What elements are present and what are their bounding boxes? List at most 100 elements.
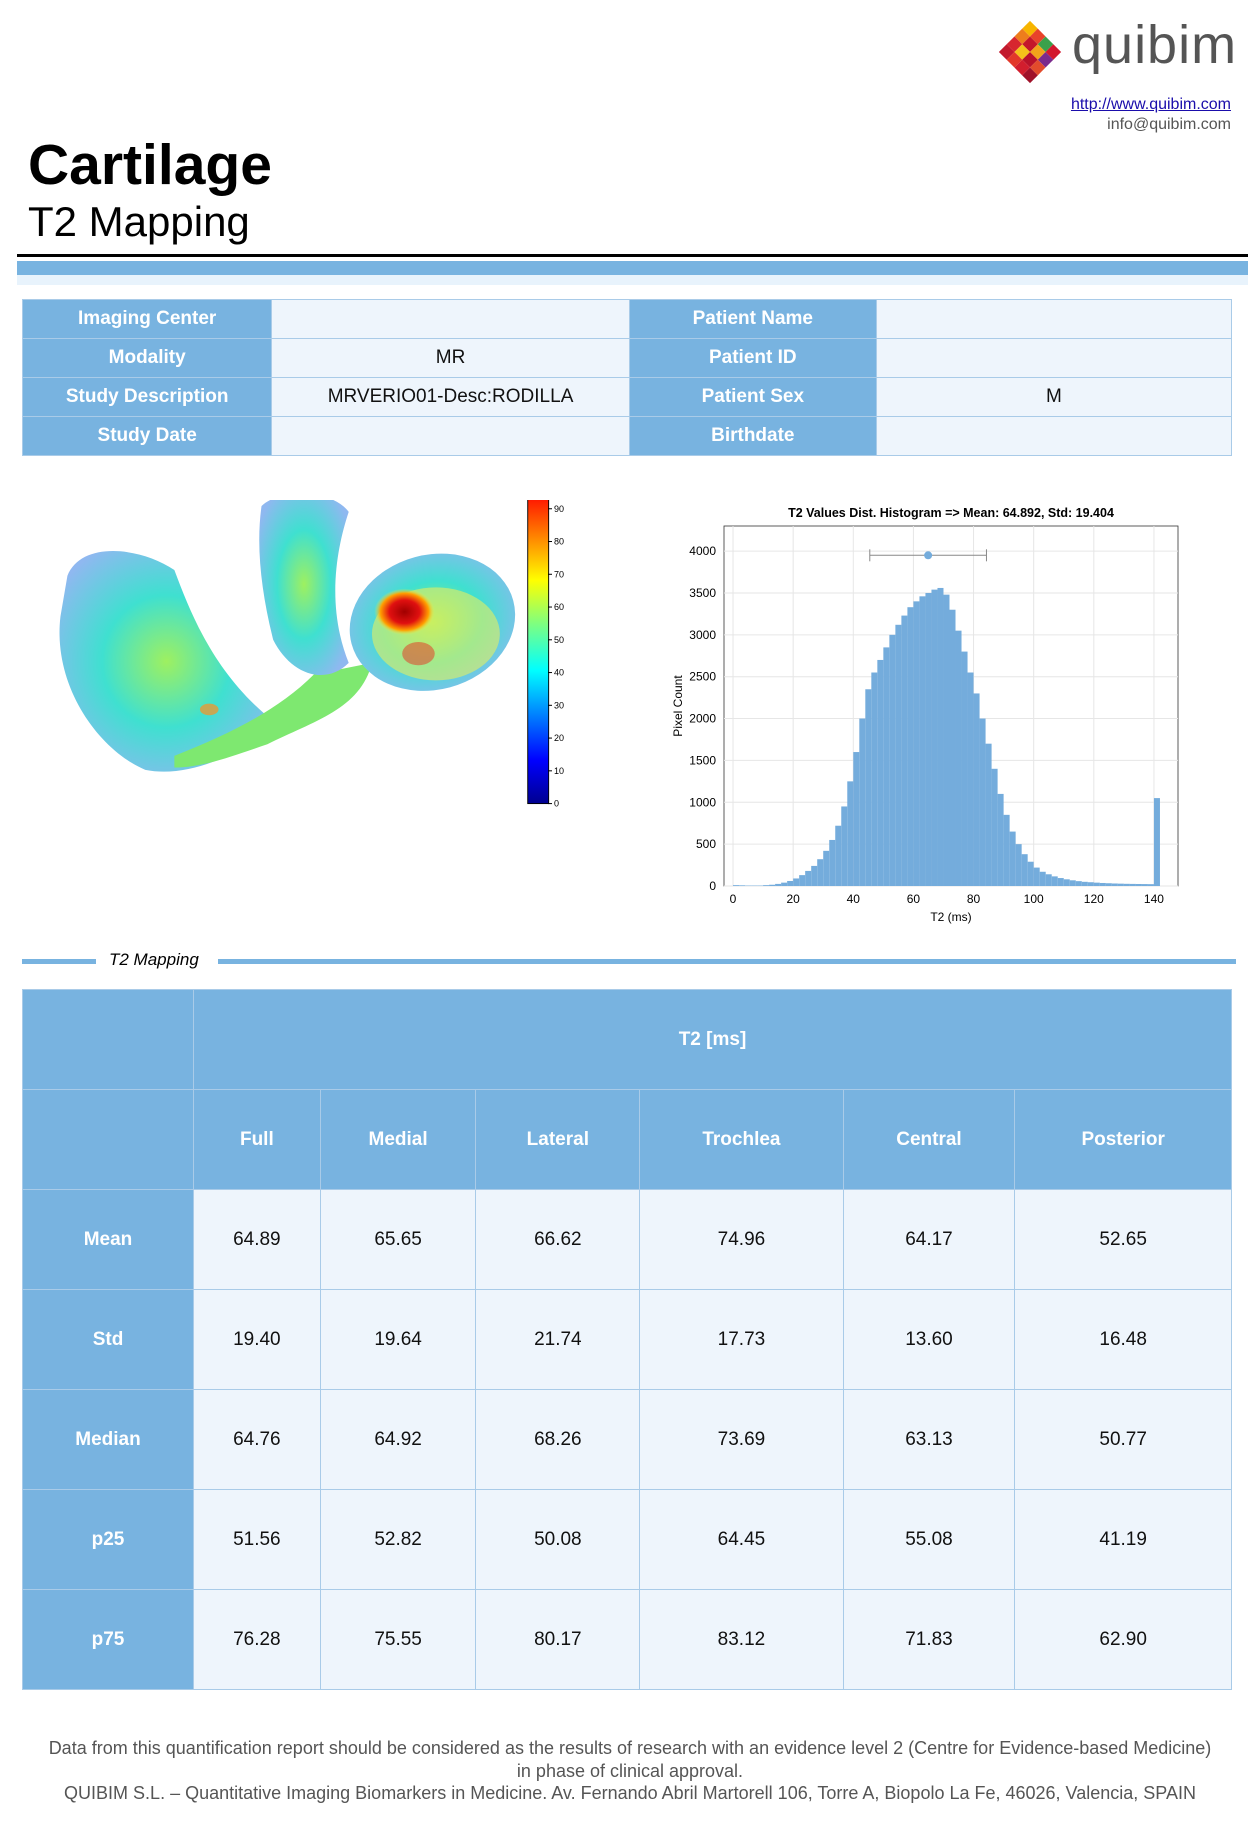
- bar: [781, 882, 788, 886]
- value-cell: 71.83: [842, 1589, 1016, 1690]
- label-cell: Modality: [21, 338, 273, 378]
- y-tick-label: 1500: [689, 753, 716, 767]
- value-cell: 19.40: [193, 1289, 321, 1390]
- x-tick-label: 0: [730, 892, 737, 906]
- info-table: Imaging Center Patient Name Modality MR Pati…: [21, 299, 1233, 456]
- bar: [883, 647, 890, 886]
- bar: [895, 624, 902, 886]
- corner-cell: [22, 1089, 194, 1190]
- subtitle: T2 Mapping: [28, 198, 250, 245]
- value-cell: M: [875, 377, 1233, 417]
- value-cell: 64.89: [193, 1189, 321, 1290]
- bar: [835, 825, 842, 886]
- label-cell: Study Description: [21, 377, 273, 417]
- bar: [1069, 880, 1076, 886]
- value-cell: 55.08: [842, 1489, 1016, 1590]
- y-tick-label: 4000: [689, 544, 716, 558]
- bar: [811, 865, 818, 886]
- bar: [931, 589, 938, 886]
- section-title: T2 Mapping: [109, 950, 199, 969]
- bar: [739, 885, 746, 886]
- bar: [1045, 874, 1052, 886]
- y-tick-label: 3000: [689, 628, 716, 642]
- row: Modality MR Patient ID: [21, 338, 1233, 378]
- label-cell: Patient Sex: [628, 377, 877, 417]
- row-header: Std: [22, 1289, 194, 1390]
- bar: [1051, 876, 1058, 886]
- bar: [1009, 831, 1016, 886]
- y-tick-label: 3500: [689, 586, 716, 600]
- x-tick-label: 100: [1024, 892, 1044, 906]
- company-info: QUIBIM S.L. – Quantitative Imaging Bioma…: [64, 1783, 1196, 1803]
- logo-text: quibim: [1072, 15, 1238, 75]
- logo-icon: [998, 20, 1062, 84]
- row: T2 [ms]: [22, 989, 1232, 1090]
- value-cell: 52.82: [319, 1489, 477, 1590]
- value-cell: 52.65: [1014, 1189, 1232, 1290]
- value-cell: 21.74: [475, 1289, 641, 1390]
- bar: [1105, 883, 1112, 886]
- row: Imaging Center Patient Name: [21, 299, 1233, 339]
- bar: [1027, 861, 1034, 886]
- bar: [853, 752, 860, 886]
- bar: [805, 870, 812, 886]
- group-header: T2 [ms]: [193, 989, 1232, 1090]
- corner-cell: [22, 989, 194, 1090]
- value-cell: [271, 416, 630, 456]
- bar: [1135, 883, 1142, 886]
- bar: [943, 594, 950, 886]
- value-cell: 19.64: [319, 1289, 477, 1390]
- x-tick-label: 140: [1144, 892, 1164, 906]
- value-cell: 17.73: [639, 1289, 844, 1390]
- bar: [1033, 867, 1040, 886]
- row: Std 19.40 19.64 21.74 17.73 13.60 16.48: [22, 1289, 1232, 1390]
- value-cell: 75.55: [319, 1589, 477, 1690]
- row: p75 76.28 75.55 80.17 83.12 71.83 62.90: [22, 1589, 1232, 1690]
- disclaimer: Data from this quantification report sho…: [48, 1738, 1212, 1781]
- value-cell: [875, 299, 1233, 339]
- value-cell: 83.12: [639, 1589, 844, 1690]
- bar: [889, 634, 896, 886]
- colorbar-tick-label: 0: [554, 799, 559, 809]
- bar: [979, 718, 986, 886]
- label-cell: Patient Name: [628, 299, 877, 339]
- bar: [829, 839, 836, 886]
- value-cell: [271, 299, 630, 339]
- bar: [841, 806, 848, 886]
- x-tick-label: 40: [847, 892, 861, 906]
- x-tick-label: 80: [967, 892, 981, 906]
- colorbar-tick-label: 20: [554, 733, 564, 743]
- y-tick-label: 2500: [689, 670, 716, 684]
- value-cell: 64.76: [193, 1389, 321, 1490]
- bar: [907, 607, 914, 886]
- value-cell: 76.28: [193, 1589, 321, 1690]
- value-cell: MR: [271, 338, 630, 378]
- bar: [1021, 854, 1028, 886]
- bar: [955, 630, 962, 886]
- row: p25 51.56 52.82 50.08 64.45 55.08 41.19: [22, 1489, 1232, 1590]
- bar: [859, 718, 866, 886]
- row: Mean 64.89 65.65 66.62 74.96 64.17 52.65: [22, 1189, 1232, 1290]
- y-axis-label: Pixel Count: [671, 675, 685, 737]
- value-cell: 65.65: [319, 1189, 477, 1290]
- band-light: [17, 275, 1248, 285]
- bar: [1129, 883, 1136, 886]
- colorbar-tick-label: 80: [554, 537, 564, 547]
- bar: [1039, 871, 1046, 886]
- bar: [967, 672, 974, 886]
- label-cell: Birthdate: [628, 416, 877, 456]
- website-link[interactable]: http://www.quibim.com: [1070, 96, 1231, 113]
- bar: [919, 596, 926, 886]
- bar: [877, 659, 884, 886]
- value-cell: 62.90: [1014, 1589, 1232, 1690]
- bar: [961, 651, 968, 886]
- bar: [949, 609, 956, 886]
- row-header: p75: [22, 1589, 194, 1690]
- column-header: Full: [193, 1089, 321, 1190]
- value-cell: 50.77: [1014, 1389, 1232, 1490]
- bar: [1057, 878, 1064, 886]
- row: Study Description MRVERIO01-Desc:RODILLA P…: [21, 377, 1233, 417]
- value-cell: 80.17: [475, 1589, 641, 1690]
- bar: [769, 884, 776, 886]
